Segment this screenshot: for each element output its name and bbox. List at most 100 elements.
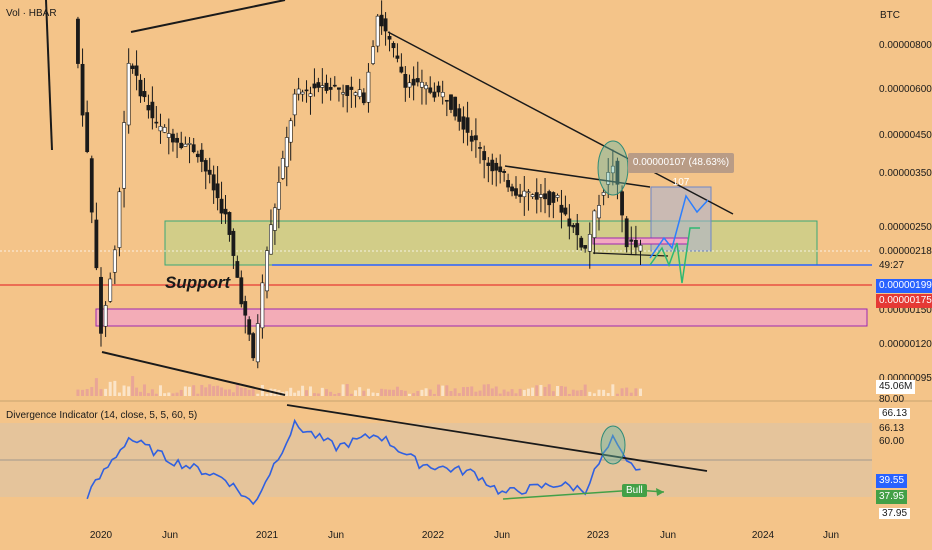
candle bbox=[502, 169, 507, 182]
candle-body bbox=[538, 194, 543, 198]
volume-bar bbox=[490, 388, 494, 396]
volume-bars bbox=[76, 376, 642, 396]
volume-bar bbox=[235, 384, 239, 396]
indicator-label: Divergence Indicator (14, close, 5, 5, 6… bbox=[6, 410, 198, 421]
volume-bar bbox=[99, 389, 103, 396]
candle-body bbox=[592, 210, 597, 238]
candle-body bbox=[280, 158, 285, 179]
volume-bar bbox=[301, 385, 305, 396]
volume-bar bbox=[543, 386, 547, 396]
candle bbox=[486, 157, 491, 183]
volume-bar bbox=[531, 387, 535, 396]
candle bbox=[146, 94, 151, 119]
candle-body bbox=[514, 188, 518, 196]
candle-body bbox=[633, 240, 638, 248]
candle-body bbox=[341, 92, 345, 95]
candle-body bbox=[526, 191, 531, 194]
candle bbox=[399, 53, 404, 74]
volume-bar bbox=[579, 390, 583, 396]
candle-body bbox=[606, 172, 611, 185]
volume-bar bbox=[518, 388, 522, 396]
candle-body bbox=[276, 182, 281, 210]
candle-body bbox=[265, 250, 269, 292]
volume-bar bbox=[629, 392, 633, 396]
candle bbox=[227, 211, 232, 242]
candle-body bbox=[457, 108, 462, 122]
volume-bar bbox=[583, 384, 587, 396]
volume-bar bbox=[639, 388, 642, 396]
indicator-value-badge: 39.55 bbox=[876, 474, 908, 488]
candle bbox=[304, 80, 309, 103]
volume-bar bbox=[104, 388, 108, 396]
indicator-tick: 66.13 bbox=[879, 408, 911, 419]
candle-body bbox=[498, 166, 503, 173]
candle-body bbox=[579, 237, 584, 248]
candle-body bbox=[379, 14, 384, 27]
candle bbox=[510, 183, 514, 197]
candle-body bbox=[126, 63, 131, 126]
trendline-desc-major bbox=[387, 31, 734, 215]
candle-body bbox=[138, 79, 143, 97]
volume-bar bbox=[196, 393, 200, 396]
candle-body bbox=[89, 158, 94, 213]
volume-bar bbox=[349, 393, 353, 396]
candle bbox=[255, 314, 260, 369]
candle-body bbox=[587, 234, 592, 252]
x-tick: 2022 bbox=[421, 530, 445, 541]
volume-bar bbox=[216, 385, 220, 396]
indicator-bull-arrowhead bbox=[656, 488, 664, 496]
volume-bar bbox=[420, 389, 424, 396]
volume-bar bbox=[384, 389, 388, 396]
volume-bar bbox=[312, 393, 316, 396]
candle bbox=[583, 245, 588, 253]
candle-body bbox=[195, 153, 200, 158]
candle bbox=[166, 118, 171, 155]
candle bbox=[207, 157, 212, 184]
candle-body bbox=[80, 63, 85, 116]
volume-bar bbox=[345, 384, 349, 396]
candle-body bbox=[175, 137, 179, 143]
candle-body bbox=[269, 224, 273, 255]
candle-body bbox=[375, 15, 380, 47]
candle-body bbox=[150, 101, 155, 119]
candle bbox=[610, 149, 615, 186]
volume-bar bbox=[606, 393, 610, 396]
pink-zone bbox=[95, 308, 868, 327]
candle bbox=[117, 187, 122, 257]
candle bbox=[337, 87, 341, 102]
candle bbox=[615, 157, 620, 200]
volume-bar bbox=[188, 386, 192, 396]
candle-body bbox=[415, 78, 420, 83]
volume-bar bbox=[494, 386, 498, 396]
candle-body bbox=[219, 198, 224, 214]
candle-body bbox=[522, 190, 527, 198]
candle bbox=[292, 88, 297, 127]
candle-body bbox=[469, 135, 474, 142]
candle-body bbox=[117, 191, 122, 248]
candle bbox=[633, 225, 638, 256]
price-tick: 0.00000120 bbox=[879, 339, 932, 350]
candle bbox=[498, 154, 503, 184]
candle bbox=[231, 228, 236, 269]
candle bbox=[260, 274, 265, 339]
candle bbox=[215, 166, 220, 211]
candle bbox=[494, 157, 499, 187]
trendline-bottom-left bbox=[101, 351, 286, 396]
volume-bar bbox=[265, 393, 269, 396]
volume-bar bbox=[293, 392, 297, 396]
candle bbox=[478, 141, 482, 164]
indicator-signal-badge: 37.95 bbox=[876, 490, 908, 504]
candle bbox=[80, 48, 85, 127]
candle-body bbox=[449, 94, 453, 110]
candle bbox=[251, 331, 256, 361]
volume-bar bbox=[371, 392, 375, 396]
candle-body bbox=[551, 192, 556, 203]
measure-label: 0.00000107 (48.63%) 107 bbox=[628, 153, 734, 188]
volume-bar bbox=[486, 384, 490, 396]
volume-bar bbox=[179, 389, 183, 396]
candle-body bbox=[288, 120, 293, 143]
candle bbox=[526, 189, 531, 211]
candle-body bbox=[227, 212, 232, 235]
candle bbox=[597, 194, 601, 231]
